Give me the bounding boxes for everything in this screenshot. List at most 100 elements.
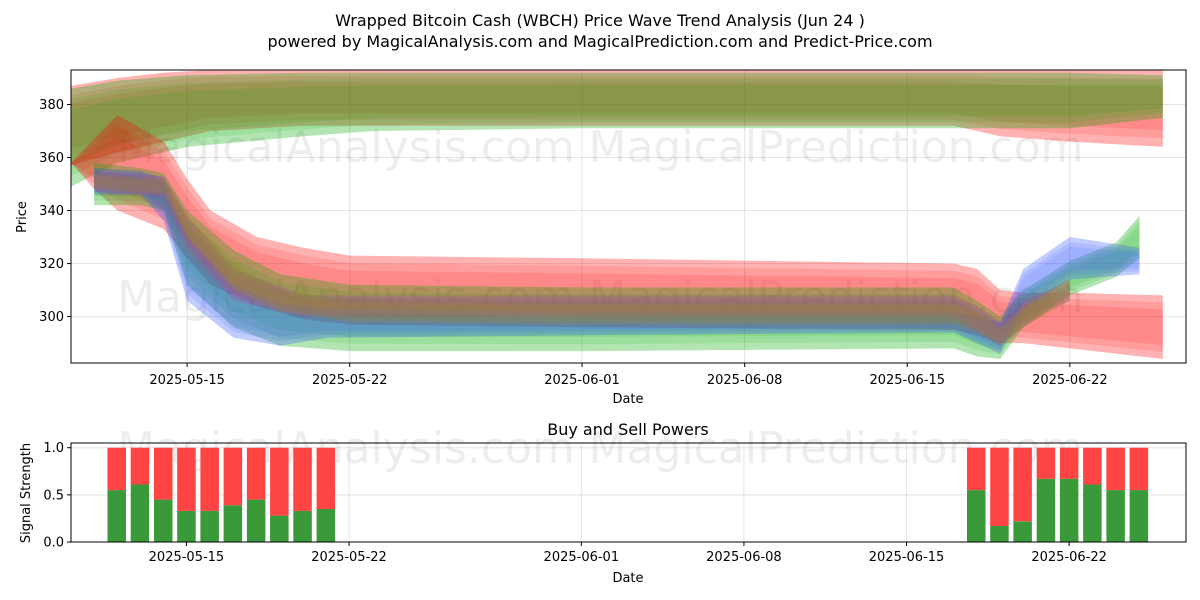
price-y-label: Price bbox=[15, 201, 30, 233]
buy-bar bbox=[990, 526, 1009, 542]
sell-bar bbox=[293, 447, 312, 511]
chart-title: Wrapped Bitcoin Cash (WBCH) Price Wave T… bbox=[335, 11, 865, 30]
watermark-right-lower: MagicalPrediction.com bbox=[589, 272, 1084, 323]
price-band-layer-red bbox=[71, 136, 1163, 345]
signal-bars bbox=[107, 447, 1149, 542]
price-x-tick-label: 2025-05-15 bbox=[149, 373, 225, 388]
sell-bar bbox=[270, 447, 289, 516]
buy-bar bbox=[967, 490, 986, 542]
buy-bar bbox=[177, 510, 196, 542]
price-band-layer-purple bbox=[94, 173, 1070, 344]
buy-bar bbox=[270, 515, 289, 542]
buy-bar bbox=[1083, 484, 1102, 542]
price-band-red bbox=[71, 70, 1163, 166]
price-y-tick-label: 340 bbox=[39, 204, 64, 219]
price-x-axis: 2025-05-15 2025-05-22 2025-06-01 2025-06-08… bbox=[149, 363, 1108, 388]
price-band-layer-green bbox=[71, 84, 1163, 166]
watermark-right: MagicalPrediction.com bbox=[589, 122, 1084, 173]
signal-y-tick-label: 1.0 bbox=[43, 441, 64, 456]
price-band-purple bbox=[94, 170, 1070, 346]
price-band-layer-blue bbox=[94, 171, 1140, 351]
price-band-layer-olive bbox=[94, 176, 1070, 342]
sell-bar bbox=[223, 447, 243, 506]
signal-y-label: Signal Strength bbox=[19, 443, 34, 543]
buy-bar bbox=[107, 490, 126, 542]
price-band-red bbox=[71, 115, 1163, 359]
signal-x-tick-label: 2025-05-22 bbox=[311, 550, 387, 565]
price-band-layer-olive bbox=[94, 175, 1070, 344]
sell-bar bbox=[177, 447, 196, 511]
price-band-layer-green bbox=[94, 172, 1140, 350]
price-x-tick-label: 2025-06-22 bbox=[1032, 373, 1108, 388]
buy-bar bbox=[154, 499, 173, 542]
price-x-tick-label: 2025-06-08 bbox=[707, 373, 783, 388]
buy-bar bbox=[1013, 521, 1032, 542]
price-band-layer-red bbox=[71, 76, 1163, 157]
price-y-tick-label: 320 bbox=[39, 257, 64, 272]
buy-bar bbox=[1036, 478, 1056, 542]
price-band-blue bbox=[94, 168, 1140, 354]
signal-title: Buy and Sell Powers bbox=[547, 420, 709, 439]
buy-bar bbox=[316, 509, 336, 542]
buy-bar bbox=[293, 510, 312, 542]
sell-bar bbox=[1036, 447, 1056, 479]
chart-subtitle: powered by MagicalAnalysis.com and Magic… bbox=[267, 32, 932, 51]
signal-x-axis: 2025-05-15 2025-05-22 2025-06-01 2025-06-08… bbox=[149, 542, 1107, 565]
buy-bar bbox=[1129, 490, 1149, 542]
buy-bar bbox=[1059, 478, 1079, 542]
sell-bar bbox=[316, 447, 336, 509]
sell-bar bbox=[130, 447, 150, 485]
watermark-left: MagicalAnalysis.com bbox=[117, 122, 575, 173]
signal-x-label: Date bbox=[612, 571, 643, 586]
signal-x-tick-label: 2025-06-22 bbox=[1031, 550, 1107, 565]
price-y-axis: 300 320 340 360 380 bbox=[39, 98, 71, 325]
price-x-tick-label: 2025-06-01 bbox=[544, 373, 620, 388]
signal-y-tick-label: 0.0 bbox=[43, 536, 64, 551]
sell-bar bbox=[154, 447, 173, 500]
sell-bar bbox=[1106, 447, 1125, 491]
watermark-signal-right: MagicalPrediction.com bbox=[589, 423, 1084, 474]
price-y-tick-label: 380 bbox=[39, 98, 64, 113]
sell-bar bbox=[967, 447, 986, 491]
price-band-olive bbox=[94, 173, 1070, 346]
price-bands bbox=[71, 70, 1163, 359]
price-x-tick-label: 2025-05-22 bbox=[312, 373, 388, 388]
buy-bar bbox=[1106, 490, 1125, 542]
price-band-layer-red bbox=[71, 82, 1163, 148]
price-x-label: Date bbox=[612, 392, 643, 407]
price-x-tick-label: 2025-06-15 bbox=[869, 373, 945, 388]
price-band-layer-red bbox=[71, 125, 1163, 352]
price-band-green bbox=[71, 72, 1163, 187]
signal-x-tick-label: 2025-05-15 bbox=[149, 550, 225, 565]
sell-bar bbox=[1013, 447, 1032, 522]
price-band-layer-purple bbox=[94, 175, 1070, 341]
buy-bar bbox=[246, 499, 266, 542]
signal-x-tick-label: 2025-06-08 bbox=[706, 550, 782, 565]
buy-bar bbox=[223, 505, 243, 542]
price-band-green bbox=[94, 162, 1140, 359]
buy-bar bbox=[200, 510, 219, 542]
signal-y-axis: 0.0 0.5 1.0 bbox=[43, 441, 71, 551]
sell-bar bbox=[990, 447, 1009, 526]
price-y-tick-label: 360 bbox=[39, 151, 64, 166]
watermark-left-lower: MagicalAnalysis.com bbox=[117, 272, 575, 323]
price-band-layer-green bbox=[71, 78, 1163, 176]
sell-bar bbox=[246, 447, 266, 500]
signal-x-tick-label: 2025-06-01 bbox=[544, 550, 620, 565]
buy-bar bbox=[130, 484, 150, 542]
sell-bar bbox=[107, 447, 126, 491]
sell-bar bbox=[1129, 447, 1149, 491]
price-panel: MagicalAnalysis.com MagicalPrediction.co… bbox=[15, 69, 1187, 407]
signal-plot-frame bbox=[70, 442, 1187, 543]
signal-x-tick-label: 2025-06-15 bbox=[869, 550, 945, 565]
signal-panel: Buy and Sell Powers MagicalAnalysis.com … bbox=[19, 420, 1187, 586]
price-grid bbox=[71, 70, 1186, 363]
sell-bar bbox=[1083, 447, 1102, 485]
price-band-layer-green bbox=[94, 167, 1140, 355]
price-plot-area bbox=[71, 70, 1186, 363]
price-y-tick-label: 300 bbox=[39, 310, 64, 325]
sell-bar bbox=[200, 447, 219, 511]
price-plot-frame bbox=[70, 69, 1187, 364]
